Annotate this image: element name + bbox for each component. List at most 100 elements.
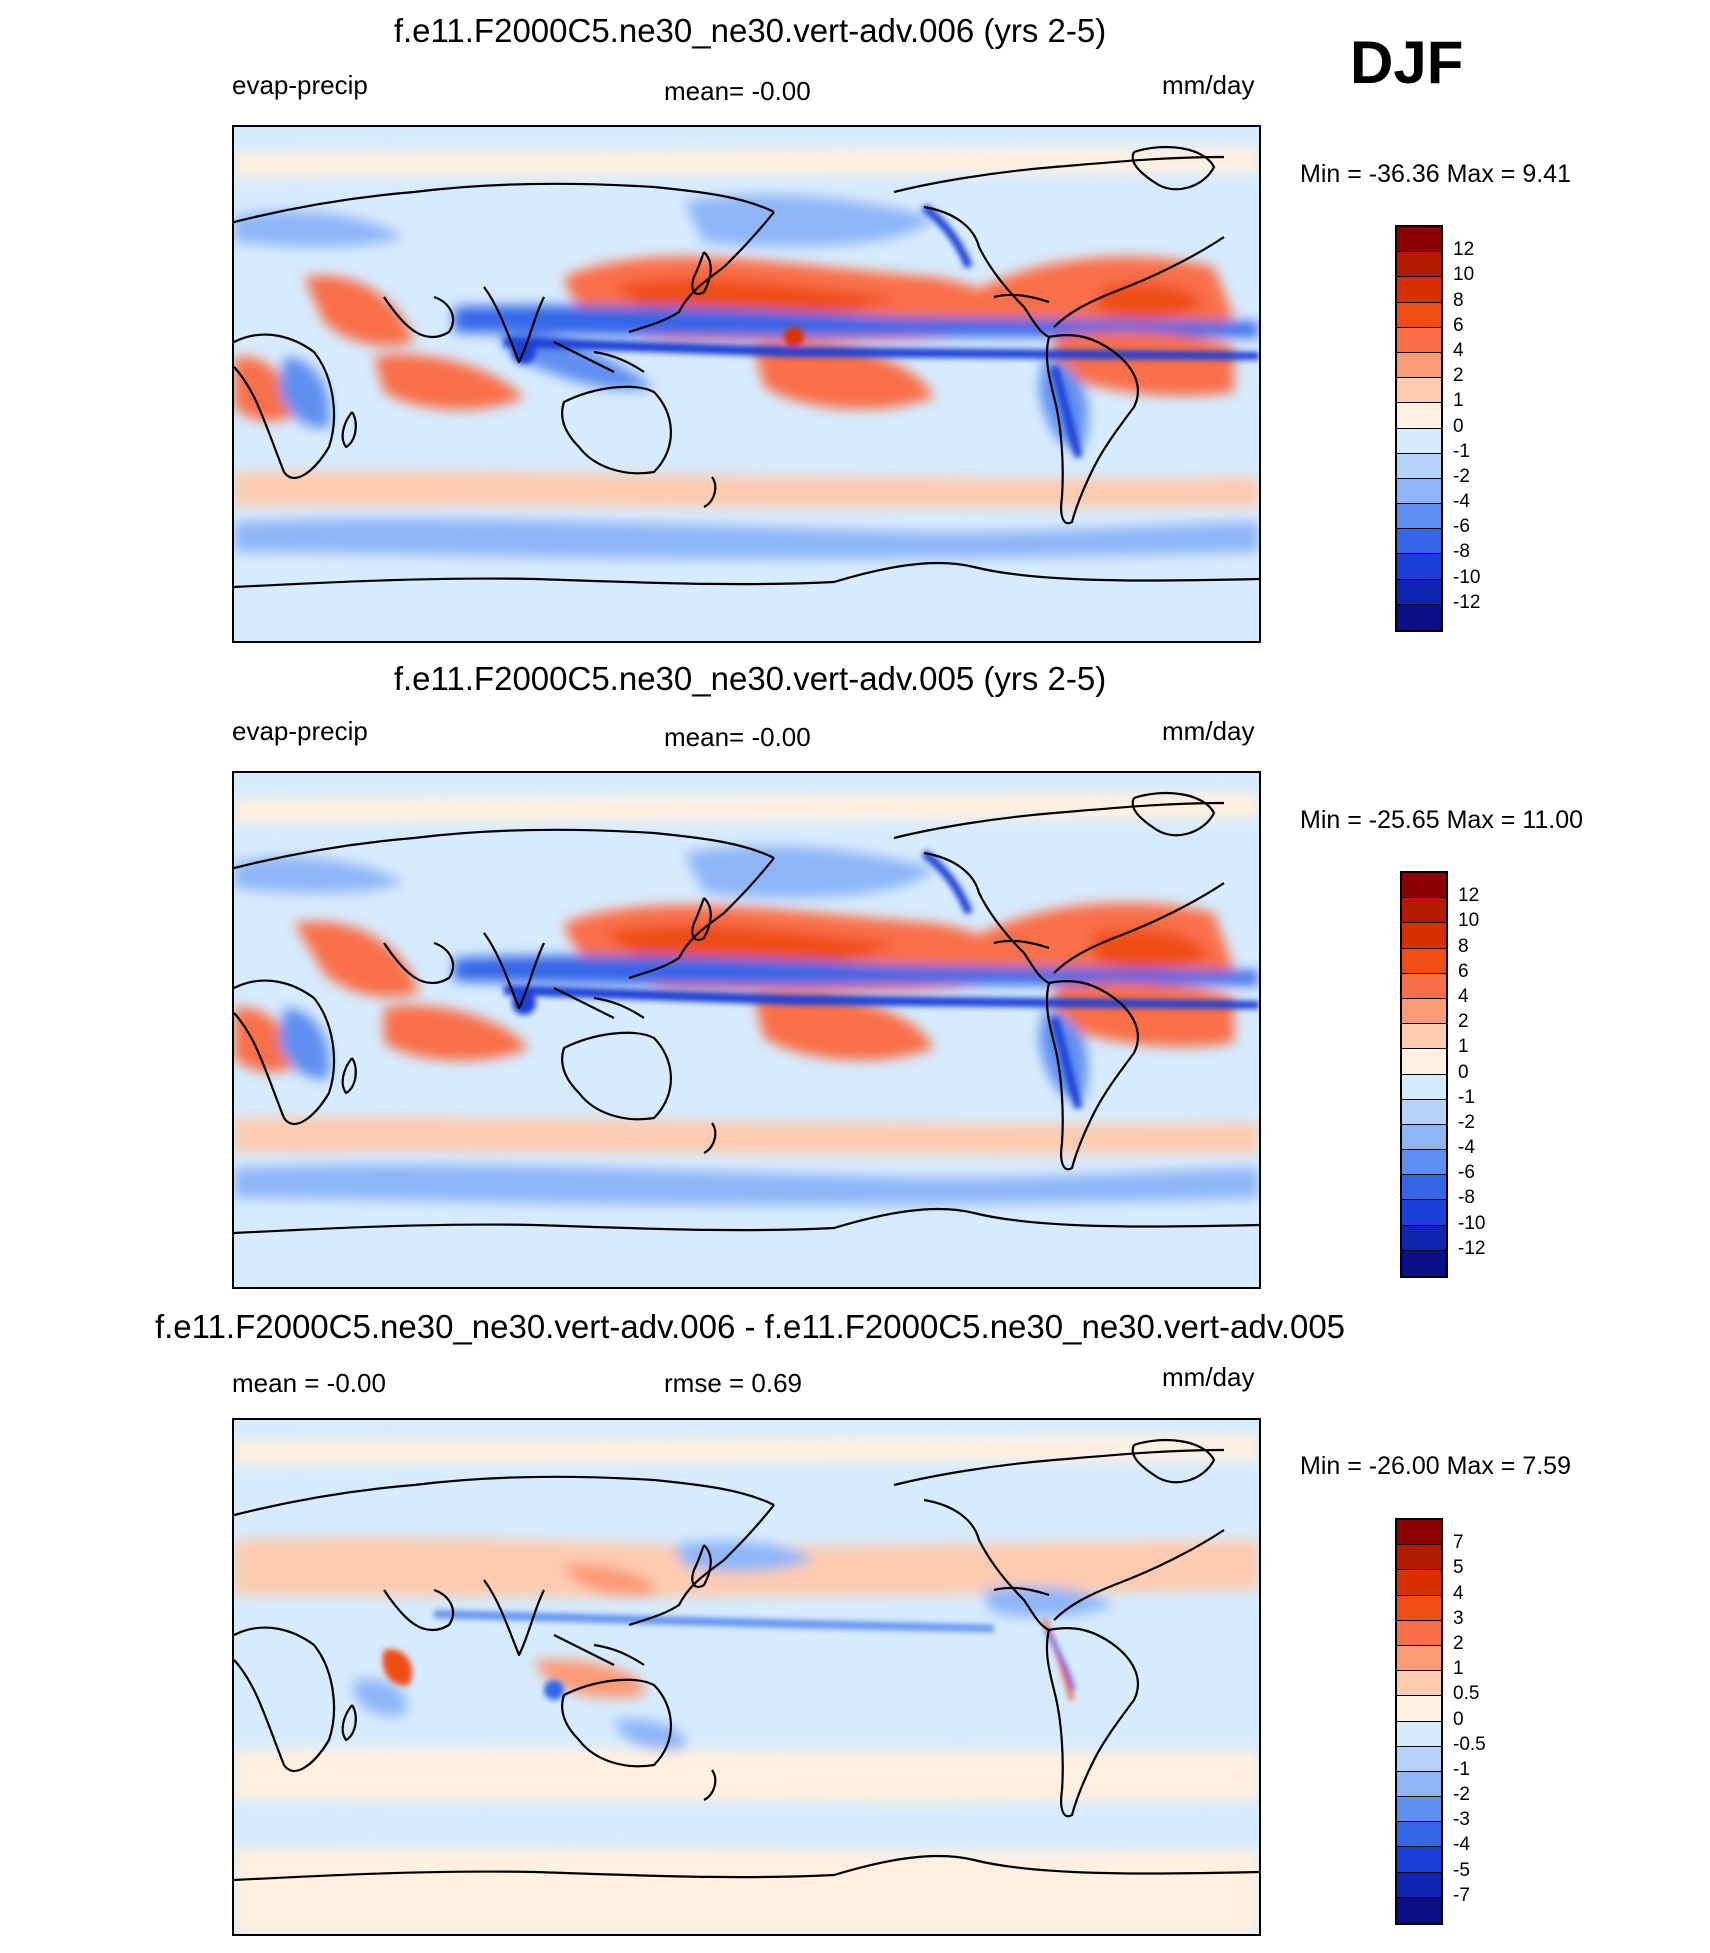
colorbar-swatch (1397, 1570, 1441, 1596)
colorbar-swatch (1397, 403, 1441, 429)
colorbar-tick-label: 8 (1453, 289, 1464, 311)
colorbar-swatch (1397, 1822, 1441, 1848)
colorbar-tick-label: 12 (1458, 885, 1480, 907)
panel-2-variable-label: evap-precip (232, 716, 368, 746)
colorbar-tick-label: 8 (1458, 935, 1469, 957)
colorbar-tick-label: 1 (1453, 390, 1464, 412)
panel-3-colorbar (1395, 1518, 1443, 1925)
colorbar-swatch (1402, 1074, 1446, 1100)
colorbar-tick-label: -6 (1458, 1162, 1475, 1184)
colorbar-swatch (1397, 378, 1441, 404)
panel-3-mean-label: mean = -0.00 (232, 1368, 386, 1398)
colorbar-swatch (1397, 1545, 1441, 1571)
colorbar-tick-label: 10 (1458, 910, 1480, 932)
colorbar-swatch (1397, 1645, 1441, 1672)
panel-3-map (232, 1418, 1261, 1936)
colorbar-tick-label: -5 (1453, 1859, 1470, 1881)
season-label: DJF (1350, 29, 1464, 96)
colorbar-tick-label: 10 (1453, 264, 1475, 286)
colorbar-tick-label: 4 (1453, 1582, 1464, 1604)
panel-1-units-label: mm/day (1162, 70, 1255, 100)
colorbar-tick-label: -2 (1453, 465, 1470, 487)
colorbar-swatch (1397, 1746, 1441, 1772)
colorbar-swatch (1397, 1721, 1441, 1747)
colorbar-swatch (1402, 1225, 1446, 1251)
colorbar-tick-label: -4 (1453, 1834, 1470, 1856)
colorbar-swatch (1397, 1671, 1441, 1697)
colorbar-tick-label: -12 (1453, 591, 1481, 613)
colorbar-tick-label: -7 (1453, 1884, 1470, 1906)
colorbar-swatch (1402, 948, 1446, 974)
panel-2-map (232, 771, 1261, 1289)
colorbar-tick-label: -3 (1453, 1809, 1470, 1831)
colorbar-tick-label: 6 (1458, 960, 1469, 982)
colorbar-swatch (1397, 1847, 1441, 1873)
colorbar-swatch (1402, 973, 1446, 999)
colorbar-swatch (1397, 604, 1441, 630)
colorbar-swatch (1397, 529, 1441, 555)
panel-1-variable-label: evap-precip (232, 70, 368, 100)
colorbar-swatch (1397, 554, 1441, 580)
panel-3-minmax-label: Min = -26.00 Max = 7.59 (1300, 1452, 1571, 1480)
colorbar-swatch (1397, 453, 1441, 479)
colorbar-tick-label: -2 (1458, 1111, 1475, 1133)
colorbar-swatch (1397, 1520, 1441, 1546)
colorbar-tick-label: 2 (1458, 1011, 1469, 1033)
panel-2-title: f.e11.F2000C5.ne30_ne30.vert-adv.005 (yr… (393, 660, 1107, 697)
colorbar-tick-label: 3 (1453, 1607, 1464, 1629)
colorbar-swatch (1402, 998, 1446, 1025)
colorbar-tick-label: 1 (1453, 1658, 1464, 1680)
colorbar-tick-label: -4 (1453, 491, 1470, 513)
panel-1-title: f.e11.F2000C5.ne30_ne30.vert-adv.006 (yr… (393, 12, 1107, 49)
colorbar-swatch (1402, 1200, 1446, 1226)
colorbar-tick-label: 5 (1453, 1557, 1464, 1579)
colorbar-tick-label: 6 (1453, 314, 1464, 336)
colorbar-swatch (1402, 1124, 1446, 1151)
colorbar-tick-label: -2 (1453, 1784, 1470, 1806)
colorbar-swatch (1397, 579, 1441, 605)
colorbar-tick-label: 7 (1453, 1532, 1464, 1554)
colorbar-tick-label: -10 (1453, 566, 1481, 588)
panel-1-field-plot (234, 127, 1259, 641)
colorbar-tick-label: 0 (1453, 415, 1464, 437)
colorbar-tick-label: -8 (1458, 1187, 1475, 1209)
colorbar-swatch (1402, 898, 1446, 924)
colorbar-tick-label: -1 (1458, 1086, 1475, 1108)
colorbar-swatch (1397, 302, 1441, 328)
colorbar-swatch (1397, 1595, 1441, 1621)
panel-2-units-label: mm/day (1162, 716, 1255, 746)
colorbar-tick-label: 2 (1453, 365, 1464, 387)
colorbar-swatch (1402, 1150, 1446, 1176)
panel-2-minmax-label: Min = -25.65 Max = 11.00 (1300, 806, 1584, 834)
panel-1-minmax-label: Min = -36.36 Max = 9.41 (1300, 160, 1571, 188)
colorbar-swatch (1397, 1897, 1441, 1923)
colorbar-swatch (1402, 923, 1446, 949)
colorbar-swatch (1397, 1620, 1441, 1646)
colorbar-tick-label: -6 (1453, 516, 1470, 538)
colorbar-swatch (1402, 1024, 1446, 1050)
colorbar-swatch (1397, 252, 1441, 278)
colorbar-tick-label: 0 (1453, 1708, 1464, 1730)
panel-3-units-label: mm/day (1162, 1362, 1255, 1392)
colorbar-swatch (1397, 352, 1441, 379)
colorbar-swatch (1397, 504, 1441, 530)
colorbar-tick-label: -0.5 (1453, 1733, 1486, 1755)
colorbar-swatch (1397, 1771, 1441, 1798)
panel-1-mean-label: mean= -0.00 (664, 76, 811, 106)
colorbar-tick-label: 4 (1453, 339, 1464, 361)
colorbar-tick-label: -1 (1453, 440, 1470, 462)
panel-3-rmse-label: rmse = 0.69 (664, 1368, 803, 1398)
colorbar-swatch (1402, 1175, 1446, 1201)
colorbar-tick-label: -10 (1458, 1212, 1486, 1234)
colorbar-swatch (1397, 1797, 1441, 1823)
panel-2-colorbar (1400, 871, 1448, 1278)
colorbar-tick-label: 1 (1458, 1036, 1469, 1058)
colorbar-tick-label: 4 (1458, 985, 1469, 1007)
colorbar-swatch (1402, 1049, 1446, 1075)
colorbar-tick-label: -1 (1453, 1758, 1470, 1780)
colorbar-tick-label: 12 (1453, 239, 1475, 261)
colorbar-tick-label: 0.5 (1453, 1683, 1480, 1705)
colorbar-swatch (1402, 1099, 1446, 1125)
panel-2-field-plot (234, 773, 1259, 1287)
colorbar-swatch (1397, 478, 1441, 505)
